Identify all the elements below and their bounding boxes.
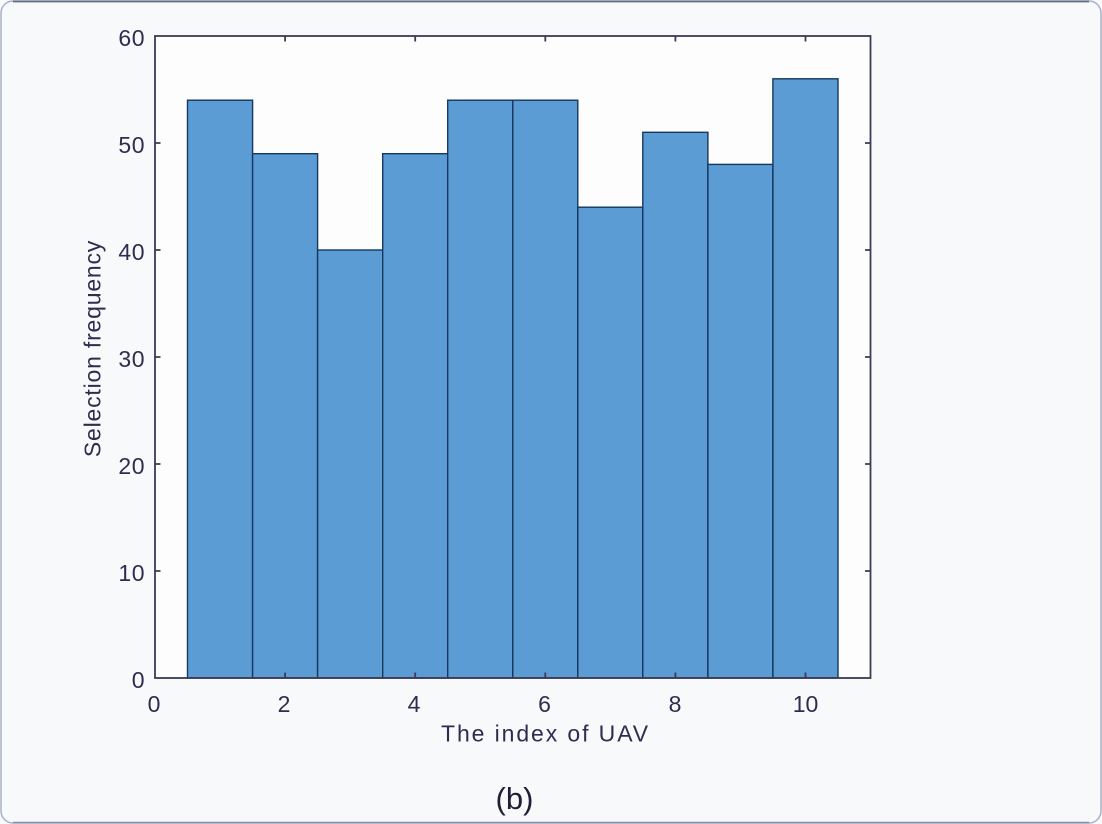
svg-text:10: 10 <box>118 560 145 586</box>
svg-text:4: 4 <box>408 691 421 717</box>
svg-text:0: 0 <box>132 667 145 693</box>
svg-text:40: 40 <box>118 239 145 265</box>
svg-text:2: 2 <box>278 691 291 717</box>
svg-text:20: 20 <box>118 453 145 479</box>
svg-text:60: 60 <box>118 25 145 51</box>
svg-text:(b): (b) <box>496 781 534 816</box>
svg-text:Selection frequency: Selection frequency <box>80 240 106 457</box>
svg-text:50: 50 <box>118 132 145 158</box>
svg-text:0: 0 <box>148 691 161 717</box>
svg-text:The index of UAV: The index of UAV <box>441 721 650 747</box>
svg-text:30: 30 <box>118 346 145 372</box>
svg-text:8: 8 <box>669 691 682 717</box>
svg-text:10: 10 <box>793 691 819 717</box>
svg-text:6: 6 <box>538 691 551 717</box>
